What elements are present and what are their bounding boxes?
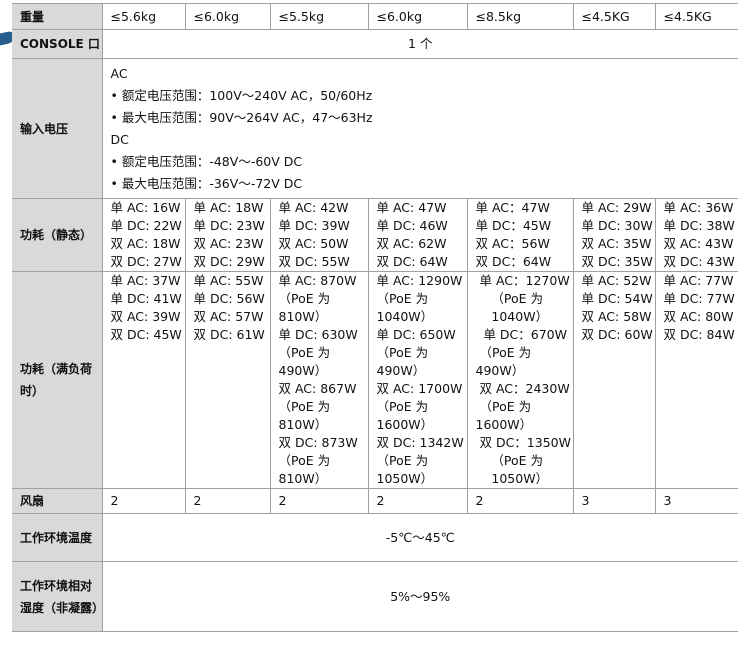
row-input-voltage: 输入电压 AC • 额定电压范围：100V～240V AC，50/60Hz • …	[12, 58, 738, 199]
power-full-cell: 单 AC: 1290W （PoE 为 1040W） 单 DC: 650W （Po…	[367, 271, 468, 489]
fan-cell: 3	[654, 488, 738, 514]
fan-cell: 2	[184, 488, 271, 514]
dc-max-range: • 最大电压范围：-36V～-72V DC	[110, 175, 303, 191]
weight-cell: ≤5.6kg	[101, 3, 186, 30]
fan-cell: 2	[101, 488, 186, 514]
row-temperature: 工作环境温度 -5℃～45℃	[12, 513, 738, 562]
weight-cell: ≤6.0kg	[367, 3, 468, 30]
weight-cell: ≤6.0kg	[184, 3, 271, 30]
ac-title: AC	[110, 65, 128, 81]
label-power-full: 功耗（满负荷时）	[12, 271, 103, 489]
label-fan: 风扇	[12, 488, 103, 514]
temperature-value: -5℃～45℃	[101, 513, 738, 562]
spec-table: 重量 ≤5.6kg ≤6.0kg ≤5.5kg ≤6.0kg ≤8.5kg ≤4…	[12, 3, 738, 632]
console-value: 1 个	[101, 29, 738, 59]
power-static-cell: 单 AC: 18W 单 DC: 23W 双 AC: 23W 双 DC: 29W	[184, 198, 271, 272]
label-power-static: 功耗（静态）	[12, 198, 103, 272]
power-full-cell: 单 AC: 52W 单 DC: 54W 双 AC: 58W 双 DC: 60W	[572, 271, 656, 489]
row-weight: 重量 ≤5.6kg ≤6.0kg ≤5.5kg ≤6.0kg ≤8.5kg ≤4…	[12, 3, 738, 30]
row-fan: 风扇 2 2 2 2 2 3 3	[12, 488, 738, 514]
input-voltage-cell: AC • 额定电压范围：100V～240V AC，50/60Hz • 最大电压范…	[101, 58, 738, 199]
row-console: CONSOLE 口 1 个	[12, 29, 738, 59]
label-input-voltage: 输入电压	[12, 58, 103, 199]
power-full-cell: 单 AC: 37W 单 DC: 41W 双 AC: 39W 双 DC: 45W	[101, 271, 186, 489]
fan-cell: 2	[466, 488, 574, 514]
fan-cell: 2	[269, 488, 369, 514]
power-static-cell: 单 AC: 47W 单 DC: 46W 双 AC: 62W 双 DC: 64W	[367, 198, 468, 272]
label-temperature: 工作环境温度	[12, 513, 103, 562]
power-full-cell: 单 AC：1270W （PoE 为 1040W） 单 DC：670W （PoE …	[466, 271, 574, 489]
power-full-cell: 单 AC: 77W 单 DC: 77W 双 AC: 80W 双 DC: 84W	[654, 271, 738, 489]
humidity-value: 5%～95%	[101, 561, 738, 632]
row-power-full: 功耗（满负荷时） 单 AC: 37W 单 DC: 41W 双 AC: 39W 双…	[12, 271, 738, 489]
fan-cell: 2	[367, 488, 468, 514]
power-static-cell: 单 AC: 29W 单 DC: 30W 双 AC: 35W 双 DC: 35W	[572, 198, 656, 272]
fan-cell: 3	[572, 488, 656, 514]
power-static-cell: 单 AC: 42W 单 DC: 39W 双 AC: 50W 双 DC: 55W	[269, 198, 369, 272]
power-full-cell: 单 AC: 55W 单 DC: 56W 双 AC: 57W 双 DC: 61W	[184, 271, 271, 489]
power-full-cell: 单 AC: 870W （PoE 为 810W） 单 DC: 630W （PoE …	[269, 271, 369, 489]
ac-rated-range: • 额定电压范围：100V～240V AC，50/60Hz	[110, 87, 373, 103]
dc-title: DC	[110, 131, 129, 147]
weight-cell: ≤8.5kg	[466, 3, 574, 30]
ac-max-range: • 最大电压范围：90V～264V AC，47～63Hz	[110, 109, 373, 125]
label-console: CONSOLE 口	[12, 29, 103, 59]
dc-rated-range: • 额定电压范围：-48V～-60V DC	[110, 153, 303, 169]
row-humidity: 工作环境相对湿度（非凝露） 5%～95%	[12, 561, 738, 632]
power-static-cell: 单 AC: 36W 单 DC: 38W 双 AC: 43W 双 DC: 43W	[654, 198, 738, 272]
weight-cell: ≤4.5KG	[572, 3, 656, 30]
label-weight: 重量	[12, 3, 103, 30]
label-humidity: 工作环境相对湿度（非凝露）	[12, 561, 104, 632]
weight-cell: ≤4.5KG	[654, 3, 738, 30]
weight-cell: ≤5.5kg	[269, 3, 369, 30]
power-static-cell: 单 AC: 16W 单 DC: 22W 双 AC: 18W 双 DC: 27W	[101, 198, 186, 272]
row-power-static: 功耗（静态） 单 AC: 16W 单 DC: 22W 双 AC: 18W 双 D…	[12, 198, 738, 272]
power-static-cell: 单 AC：47W 单 DC：45W 双 AC：56W 双 DC：64W	[466, 198, 574, 272]
